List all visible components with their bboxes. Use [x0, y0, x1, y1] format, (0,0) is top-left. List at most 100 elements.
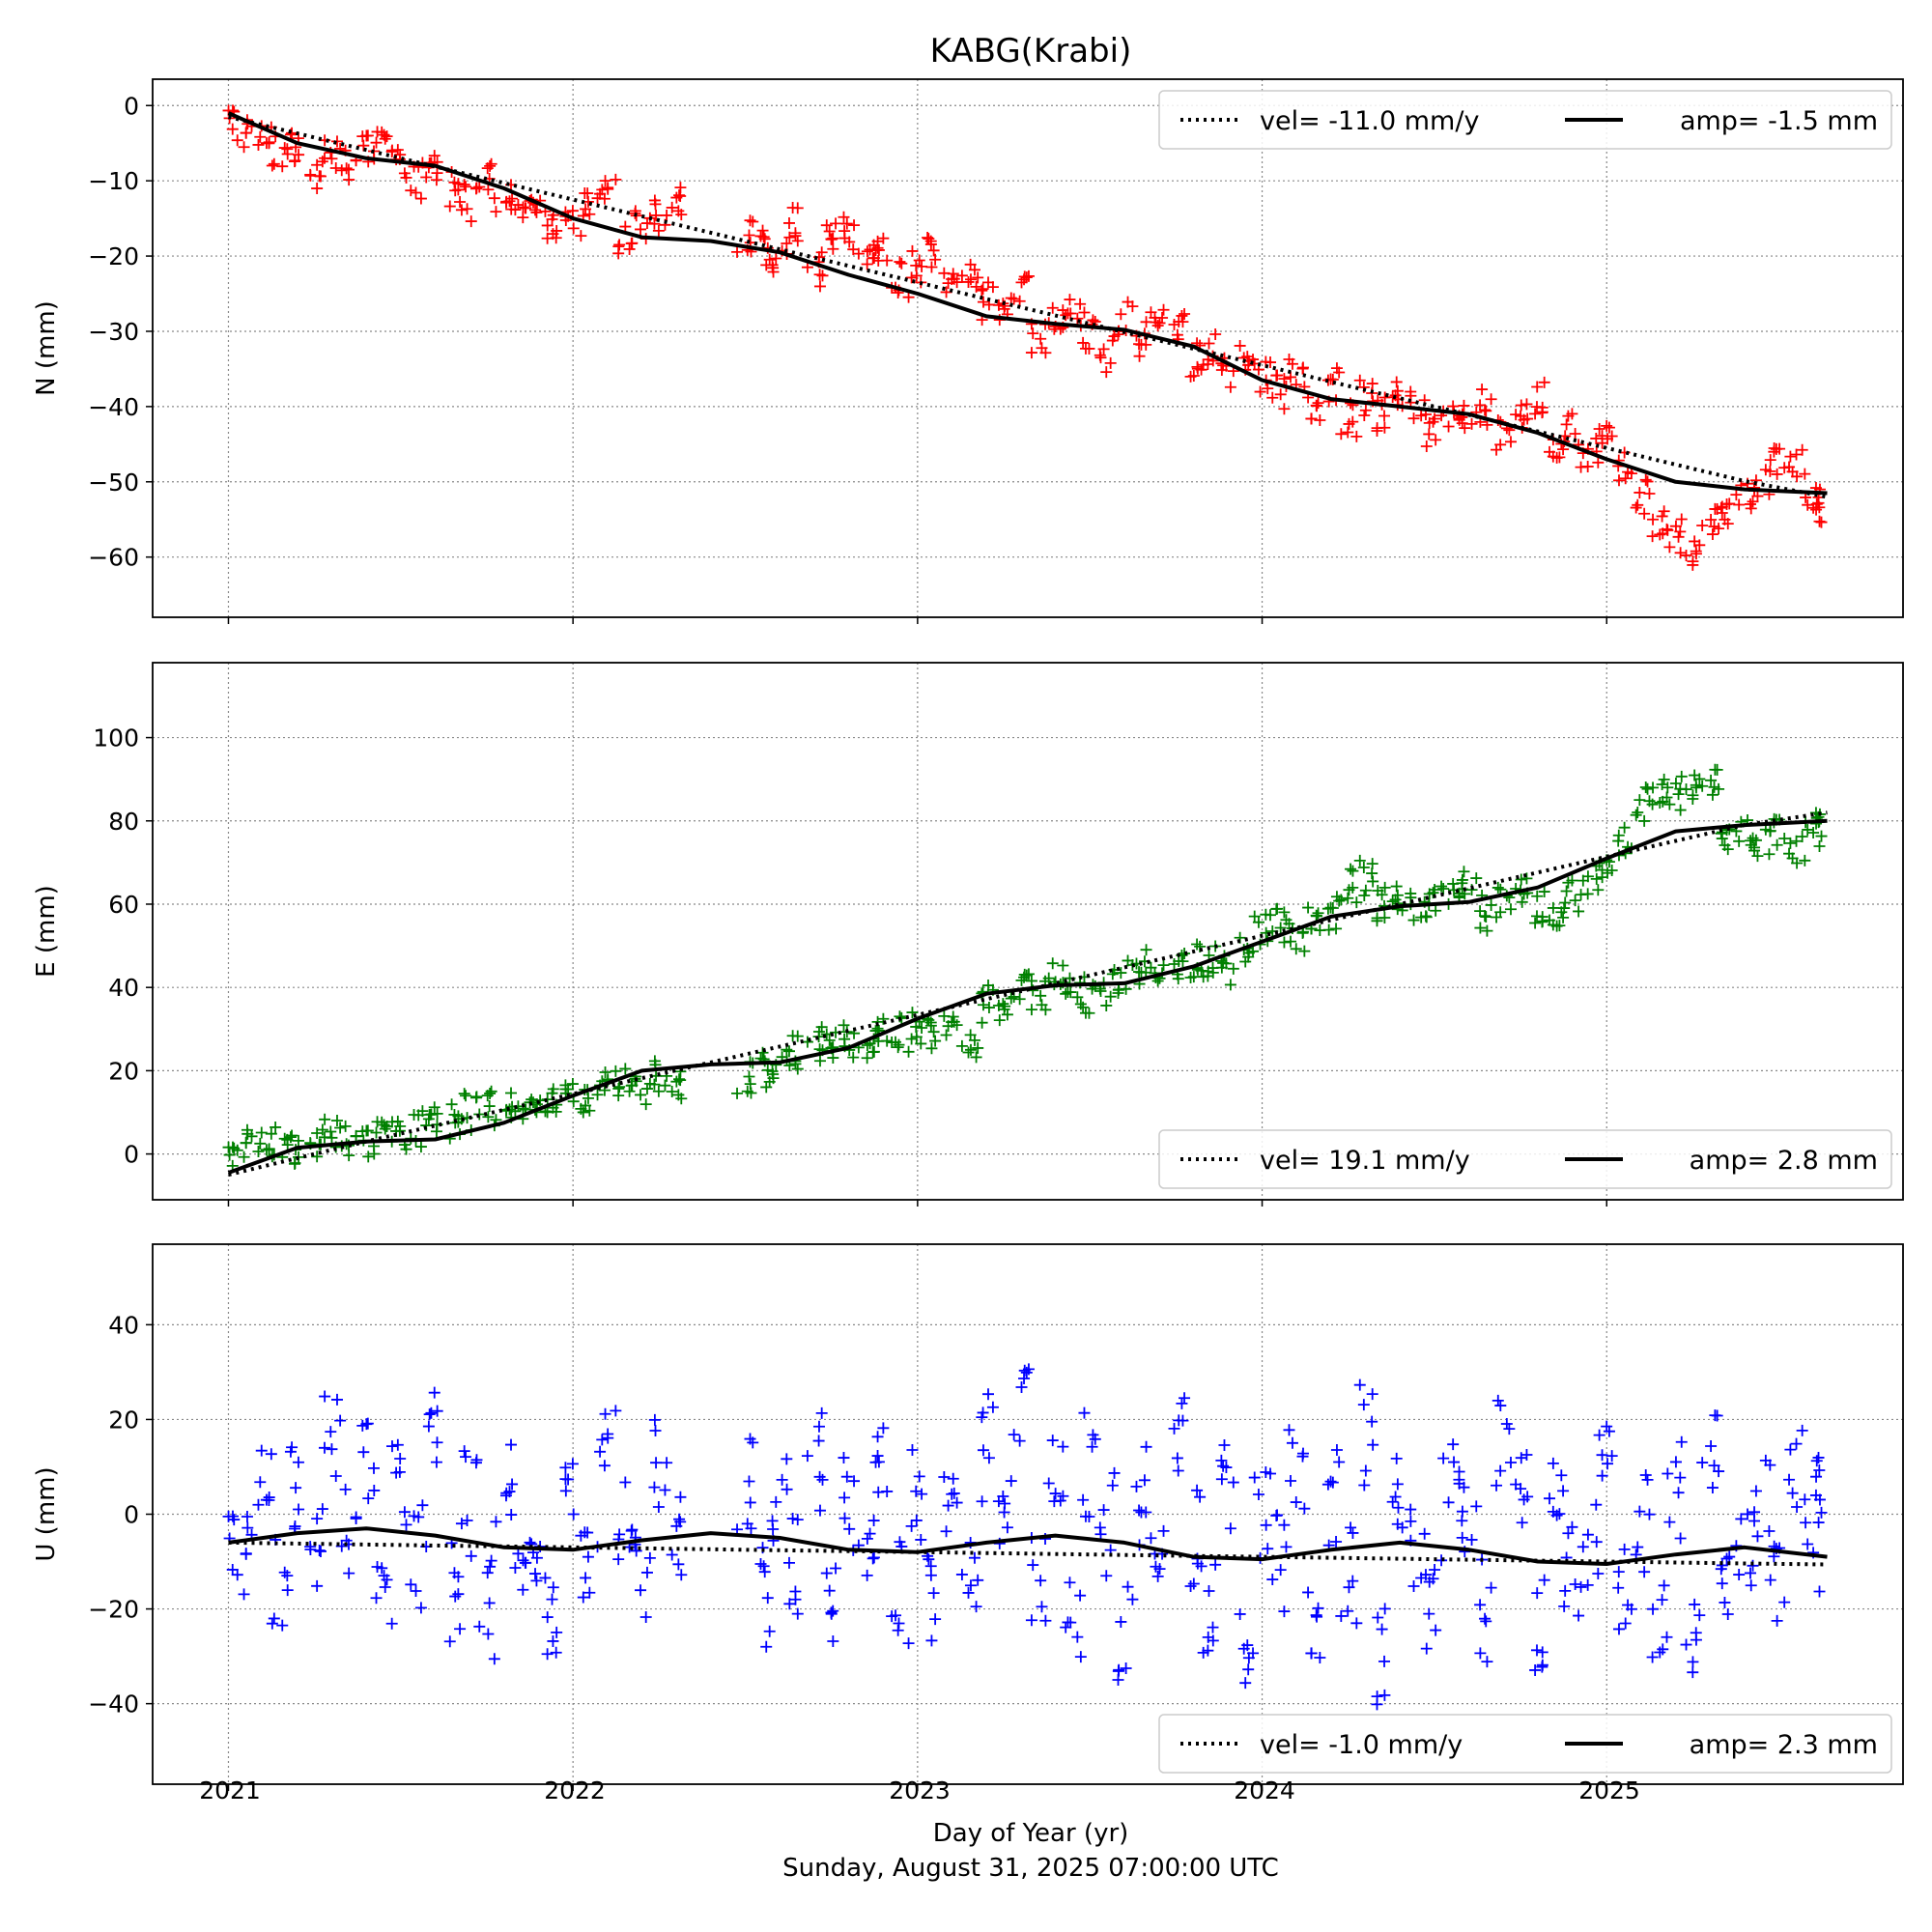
- up-data-point: [1171, 1452, 1183, 1464]
- x-tick-label-2023: 2023: [889, 1776, 951, 1804]
- north-data-point: [902, 291, 915, 303]
- north-data-point: [758, 233, 771, 245]
- north-data-point: [1521, 412, 1534, 425]
- up-data-point: [1378, 1603, 1391, 1615]
- north-data-point: [825, 233, 838, 245]
- east-data-point: [460, 1090, 472, 1102]
- north-data-point: [482, 184, 495, 196]
- east-data-point: [1345, 863, 1357, 875]
- north-data-point: [781, 237, 793, 249]
- north-data-point: [1529, 408, 1542, 420]
- east-data-point: [231, 1144, 243, 1156]
- up-data-point: [266, 1617, 278, 1630]
- north-data-point: [1145, 306, 1157, 319]
- up-data-point: [1215, 1454, 1228, 1466]
- east-data-point: [1062, 986, 1074, 999]
- north-data-point: [1262, 383, 1274, 395]
- up-data-point: [1324, 1475, 1337, 1488]
- up-data-point: [265, 1448, 277, 1461]
- x-tick-label-2022: 2022: [544, 1776, 606, 1804]
- up-data-point: [423, 1408, 436, 1421]
- up-data-point: [1538, 1574, 1550, 1586]
- north-data-point: [1203, 337, 1215, 350]
- north-data-point: [357, 139, 370, 152]
- north-data-point: [619, 220, 632, 233]
- up-data-point: [830, 1562, 842, 1575]
- up-data-point: [1094, 1521, 1106, 1534]
- up-data-point: [1357, 1399, 1370, 1411]
- east-data-point: [505, 1087, 518, 1099]
- north-data-point: [922, 231, 934, 243]
- up-data-point: [414, 1602, 427, 1614]
- up-data-point: [1419, 1569, 1432, 1581]
- up-data-point: [1378, 1689, 1391, 1701]
- north-data-point: [1515, 410, 1527, 422]
- north-data-point: [484, 159, 497, 172]
- up-data-point: [461, 1515, 473, 1527]
- north-data-point: [816, 270, 829, 282]
- up-data-point: [255, 1444, 268, 1457]
- east-data-point: [1122, 954, 1134, 967]
- up-data-point: [1145, 1532, 1157, 1545]
- east-data-point: [582, 1092, 594, 1104]
- up-data-point: [1547, 1457, 1559, 1469]
- east-y-tick-label: 100: [93, 724, 139, 753]
- north-data-point: [820, 219, 833, 232]
- up-data-point: [1296, 1447, 1309, 1460]
- footer-timestamp: Sunday, August 31, 2025 07:00:00 UTC: [782, 1854, 1279, 1883]
- north-data-point: [1423, 428, 1435, 440]
- east-data-point: [1674, 804, 1687, 816]
- north-data-point: [1721, 518, 1734, 530]
- east-data-point: [255, 1126, 268, 1139]
- east-data-point: [812, 1026, 825, 1037]
- north-data-point: [1350, 430, 1363, 442]
- north-data-point: [1647, 513, 1660, 526]
- east-data-point: [1172, 973, 1184, 985]
- east-data-point: [430, 1125, 442, 1138]
- north-data-point: [913, 254, 925, 267]
- east-data-point: [1248, 910, 1261, 923]
- north-data-point: [929, 253, 942, 266]
- east-data-point: [1046, 957, 1059, 970]
- panel-up: 40 20 0 −20 −40 U (mm) vel= -1.0 mm/y amp= 2.3 …: [32, 1243, 1904, 1791]
- north-data-point: [517, 212, 529, 224]
- north-data-point: [823, 225, 836, 238]
- up-data-point: [761, 1592, 774, 1605]
- east-data-point: [1042, 972, 1055, 984]
- up-data-point: [1596, 1469, 1608, 1482]
- north-data-point: [1077, 336, 1090, 349]
- up-data-point: [789, 1585, 802, 1598]
- east-data-point: [1716, 833, 1728, 845]
- up-data-point: [1456, 1531, 1468, 1544]
- up-data-point: [652, 1500, 665, 1513]
- east-data-point: [659, 1079, 671, 1092]
- up-data-point: [1239, 1677, 1252, 1690]
- north-data-point: [1619, 472, 1632, 485]
- north-data-point: [529, 204, 542, 216]
- up-data-point: [430, 1456, 442, 1468]
- east-data-point: [1025, 1004, 1037, 1016]
- east-data-point: [1285, 935, 1297, 948]
- east-data-point: [652, 1085, 665, 1097]
- north-data-point: [1254, 385, 1266, 398]
- up-data-point: [1358, 1479, 1371, 1492]
- north-data-point: [1097, 343, 1110, 355]
- north-data-point: [1547, 450, 1559, 463]
- east-data-point: [1749, 834, 1762, 846]
- up-data-point: [1367, 1438, 1379, 1451]
- north-data-point: [465, 215, 477, 228]
- north-data-point: [1305, 412, 1318, 425]
- up-data-point: [1494, 1400, 1507, 1412]
- east-data-point: [1100, 999, 1113, 1011]
- up-data-point: [1815, 1506, 1828, 1519]
- north-data-point: [666, 201, 678, 213]
- up-data-point: [551, 1626, 563, 1638]
- up-data-point: [284, 1445, 297, 1458]
- north-data-point: [286, 127, 298, 139]
- up-data-point: [1492, 1394, 1504, 1406]
- up-data-point: [281, 1584, 294, 1597]
- north-data-point: [1730, 489, 1743, 501]
- east-data-point: [428, 1101, 440, 1114]
- north-data-point: [1209, 328, 1222, 341]
- east-data-point: [877, 1012, 890, 1025]
